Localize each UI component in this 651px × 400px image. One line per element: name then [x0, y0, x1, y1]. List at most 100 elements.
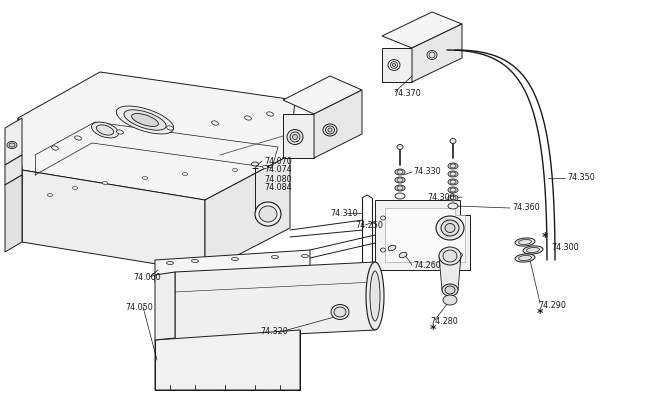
Text: *: * — [430, 324, 436, 336]
Ellipse shape — [395, 169, 405, 175]
Polygon shape — [382, 48, 412, 82]
Text: 74.280: 74.280 — [430, 318, 458, 326]
Ellipse shape — [117, 130, 124, 134]
Ellipse shape — [439, 247, 461, 265]
Text: 74.300: 74.300 — [427, 192, 454, 202]
Ellipse shape — [328, 128, 332, 132]
Polygon shape — [18, 72, 295, 200]
Ellipse shape — [441, 220, 459, 236]
Text: 74.084: 74.084 — [264, 184, 292, 192]
Ellipse shape — [448, 171, 458, 177]
Ellipse shape — [450, 180, 456, 184]
Polygon shape — [18, 118, 22, 242]
Ellipse shape — [251, 162, 258, 166]
Polygon shape — [175, 262, 375, 340]
Text: 74.360: 74.360 — [512, 204, 540, 212]
Ellipse shape — [9, 143, 15, 147]
Polygon shape — [382, 12, 462, 48]
Ellipse shape — [143, 176, 148, 180]
Ellipse shape — [515, 254, 535, 262]
Ellipse shape — [290, 132, 300, 142]
Ellipse shape — [518, 256, 531, 260]
Ellipse shape — [380, 248, 385, 252]
Text: 74.350: 74.350 — [567, 174, 595, 182]
Text: 74.310: 74.310 — [330, 208, 357, 218]
Ellipse shape — [395, 193, 405, 199]
Text: *: * — [542, 230, 548, 244]
Ellipse shape — [72, 186, 77, 190]
Text: 74.370: 74.370 — [393, 88, 421, 98]
Text: 74.060: 74.060 — [133, 272, 161, 282]
Ellipse shape — [51, 146, 59, 150]
Text: 74.250: 74.250 — [355, 220, 383, 230]
Ellipse shape — [255, 202, 281, 226]
Polygon shape — [439, 256, 461, 290]
Ellipse shape — [518, 240, 531, 244]
Polygon shape — [155, 272, 175, 340]
Ellipse shape — [458, 253, 462, 257]
Ellipse shape — [527, 248, 540, 252]
Ellipse shape — [232, 258, 238, 260]
Polygon shape — [155, 330, 300, 390]
Text: 74.050: 74.050 — [125, 302, 153, 312]
Ellipse shape — [450, 138, 456, 144]
Ellipse shape — [326, 126, 335, 134]
Ellipse shape — [395, 177, 405, 183]
Ellipse shape — [436, 216, 464, 240]
Ellipse shape — [397, 170, 403, 174]
Ellipse shape — [397, 186, 403, 190]
Ellipse shape — [48, 194, 53, 196]
Ellipse shape — [380, 216, 385, 220]
Ellipse shape — [232, 168, 238, 172]
Ellipse shape — [397, 178, 403, 182]
Polygon shape — [283, 114, 314, 158]
Text: 74.290: 74.290 — [538, 300, 566, 310]
Polygon shape — [5, 155, 22, 185]
Ellipse shape — [450, 172, 456, 176]
Ellipse shape — [259, 206, 277, 222]
Polygon shape — [283, 76, 362, 114]
Ellipse shape — [167, 126, 173, 130]
Ellipse shape — [191, 260, 199, 262]
Ellipse shape — [182, 172, 187, 176]
Ellipse shape — [448, 195, 458, 201]
Text: 74.080: 74.080 — [264, 174, 292, 184]
Ellipse shape — [388, 60, 400, 70]
Ellipse shape — [366, 262, 384, 330]
Ellipse shape — [102, 182, 107, 184]
Ellipse shape — [287, 130, 303, 144]
Ellipse shape — [75, 136, 81, 140]
Ellipse shape — [458, 223, 462, 227]
Text: *: * — [537, 306, 543, 320]
Ellipse shape — [442, 284, 458, 296]
Ellipse shape — [262, 166, 268, 168]
Text: 74.074: 74.074 — [264, 166, 292, 174]
Polygon shape — [412, 24, 462, 82]
Polygon shape — [205, 155, 290, 272]
Ellipse shape — [450, 196, 456, 200]
Ellipse shape — [450, 188, 456, 192]
Polygon shape — [375, 200, 470, 270]
Ellipse shape — [388, 245, 396, 251]
Ellipse shape — [117, 106, 174, 134]
Ellipse shape — [393, 64, 396, 66]
Ellipse shape — [450, 164, 456, 168]
Ellipse shape — [212, 121, 219, 125]
Text: 74.070: 74.070 — [264, 156, 292, 166]
Text: 74.330: 74.330 — [413, 168, 441, 176]
Polygon shape — [155, 250, 310, 282]
Ellipse shape — [292, 134, 298, 140]
Ellipse shape — [7, 142, 17, 148]
Ellipse shape — [448, 163, 458, 169]
Ellipse shape — [245, 116, 251, 120]
Ellipse shape — [167, 262, 174, 264]
Ellipse shape — [515, 238, 535, 246]
Polygon shape — [5, 118, 22, 165]
Ellipse shape — [92, 122, 118, 138]
Ellipse shape — [96, 125, 114, 135]
Ellipse shape — [370, 271, 380, 321]
Text: 74.300: 74.300 — [551, 244, 579, 252]
Ellipse shape — [445, 286, 455, 294]
Ellipse shape — [266, 112, 273, 116]
Ellipse shape — [399, 252, 407, 258]
